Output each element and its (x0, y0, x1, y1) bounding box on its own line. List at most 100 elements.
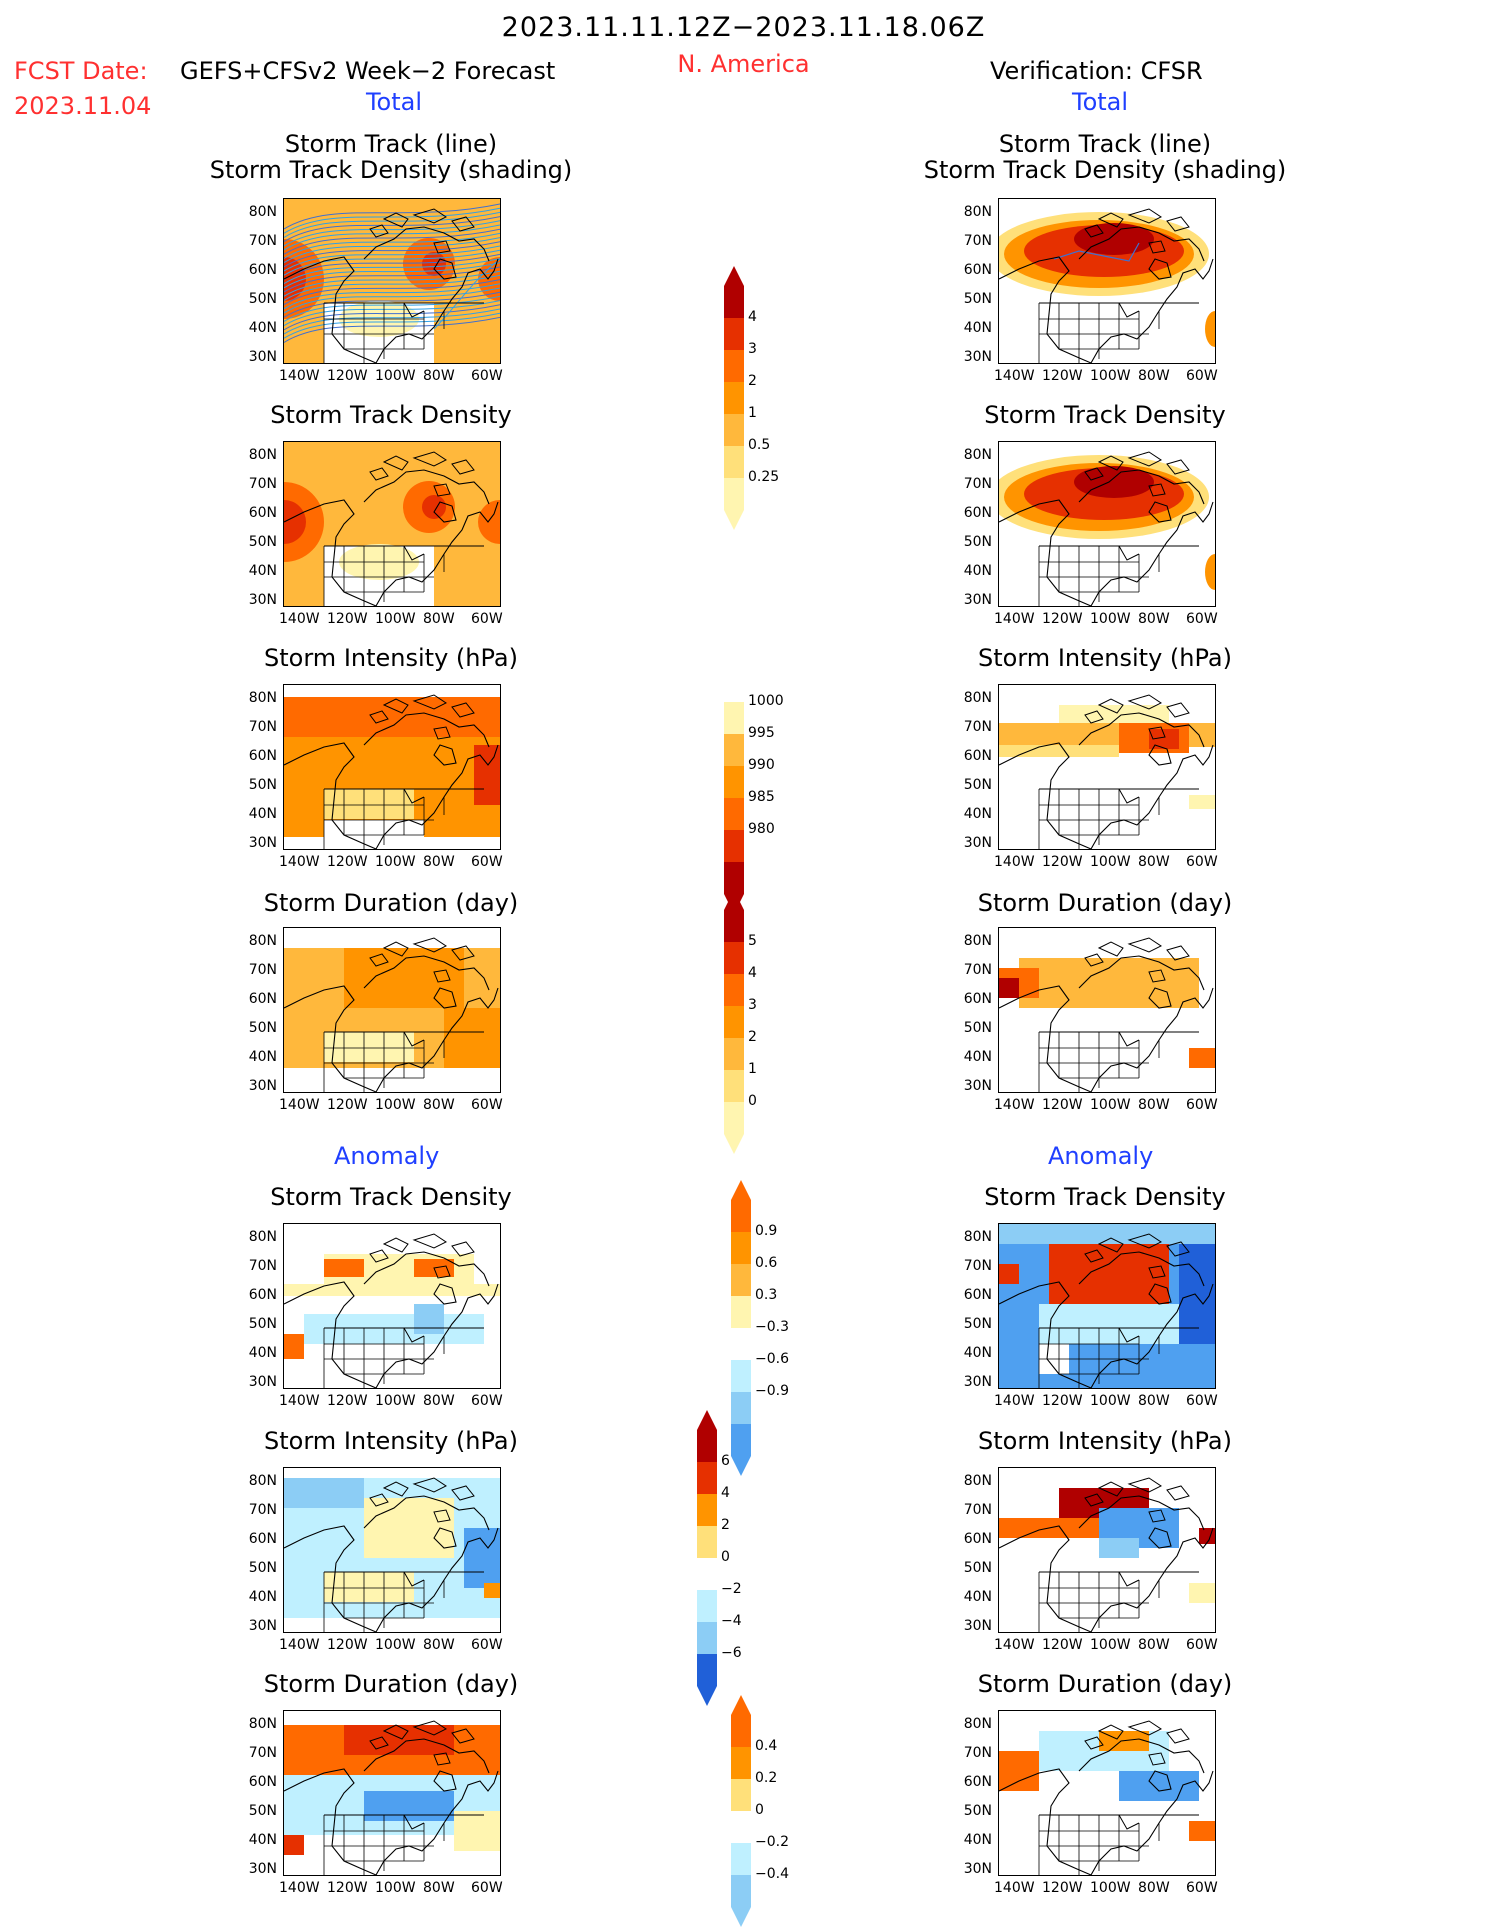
title-intensity-left: Storm Intensity (hPa) (264, 644, 518, 672)
fcst-label: FCST Date: (14, 57, 148, 85)
map-panel-aint-l (283, 1467, 501, 1633)
lon-label: 120W (327, 1880, 368, 1896)
colorbar-label: 4 (748, 965, 757, 981)
lat-label: 40N (963, 1049, 992, 1065)
colorbar-label: 3 (748, 341, 757, 357)
lat-label: 30N (963, 1618, 992, 1634)
lon-label: 80W (1138, 1637, 1170, 1653)
lon-label: 140W (994, 1880, 1035, 1896)
verification-label: Verification: CFSR (990, 57, 1203, 85)
lon-label: 120W (327, 368, 368, 384)
lon-label: 60W (1186, 854, 1218, 870)
lat-label: 60N (963, 991, 992, 1007)
title-anom-duration-left: Storm Duration (day) (263, 1670, 519, 1698)
lat-label: 50N (248, 1316, 277, 1332)
colorbar-intensity-total (724, 650, 744, 914)
lon-label: 100W (1090, 1637, 1131, 1653)
lat-label: 70N (963, 719, 992, 735)
colorbar-label: −0.4 (755, 1866, 789, 1882)
lat-label: 60N (963, 1287, 992, 1303)
lon-label: 60W (1186, 611, 1218, 627)
lat-label: 50N (248, 534, 277, 550)
lon-label: 60W (1186, 368, 1218, 384)
lat-label: 60N (248, 1287, 277, 1303)
lon-label: 140W (994, 1393, 1035, 1409)
map-panel-track-line (283, 198, 501, 364)
lat-label: 70N (963, 962, 992, 978)
lat-label: 30N (248, 1374, 277, 1390)
lat-label: 70N (963, 1502, 992, 1518)
title-duration-left: Storm Duration (day) (263, 889, 519, 917)
title-track-line-left: Storm Track (line) (284, 130, 498, 158)
colorbar-label: 4 (748, 309, 757, 325)
colorbar-label: −0.3 (755, 1319, 789, 1335)
lon-label: 80W (1138, 611, 1170, 627)
lat-label: 50N (963, 1020, 992, 1036)
map-panel-intensity-r (998, 684, 1216, 850)
colorbar-label: 995 (748, 725, 775, 741)
lat-label: 50N (248, 1560, 277, 1576)
lon-label: 140W (994, 1637, 1035, 1653)
lat-label: 50N (248, 777, 277, 793)
colorbar-label: 1 (748, 405, 757, 421)
lat-label: 80N (248, 1716, 277, 1732)
lon-label: 120W (1042, 1393, 1083, 1409)
map-panel-adur-l (283, 1710, 501, 1876)
map-panel-intensity-l (283, 684, 501, 850)
lat-label: 50N (248, 291, 277, 307)
lat-label: 40N (963, 806, 992, 822)
lon-label: 60W (471, 368, 503, 384)
lat-label: 50N (963, 777, 992, 793)
colorbar-label: 0.5 (748, 437, 771, 453)
lon-label: 100W (375, 611, 416, 627)
lat-label: 30N (248, 592, 277, 608)
lat-label: 30N (248, 835, 277, 851)
header-title: 2023.11.11.12Z−2023.11.18.06Z (501, 12, 986, 43)
colorbar-label: 990 (748, 757, 775, 773)
lon-label: 60W (471, 1637, 503, 1653)
lon-label: 100W (375, 1637, 416, 1653)
lat-label: 80N (963, 204, 992, 220)
lon-label: 80W (1138, 1880, 1170, 1896)
map-panel-density-r (998, 441, 1216, 607)
lat-label: 40N (248, 1345, 277, 1361)
colorbar-label: 2 (748, 1029, 757, 1045)
colorbar-label: −0.6 (755, 1351, 789, 1367)
colorbar-label: 0 (755, 1802, 764, 1818)
lon-label: 120W (327, 611, 368, 627)
lon-label: 140W (279, 854, 320, 870)
lat-label: 50N (963, 1803, 992, 1819)
colorbar-label: −0.9 (755, 1383, 789, 1399)
lon-label: 100W (1090, 1097, 1131, 1113)
section-anomaly-right: Anomaly (1048, 1142, 1154, 1170)
title-anom-density-right: Storm Track Density (984, 1183, 1226, 1211)
lat-label: 40N (248, 563, 277, 579)
lon-label: 100W (375, 368, 416, 384)
lat-label: 80N (248, 933, 277, 949)
lat-label: 60N (963, 505, 992, 521)
lat-label: 30N (963, 835, 992, 851)
lon-label: 100W (1090, 368, 1131, 384)
colorbar-duration-anom (731, 1695, 751, 1927)
lat-label: 80N (248, 1229, 277, 1245)
lon-label: 100W (1090, 1393, 1131, 1409)
lon-label: 60W (1186, 1393, 1218, 1409)
lat-label: 30N (248, 1078, 277, 1094)
lat-label: 60N (963, 262, 992, 278)
lat-label: 50N (963, 1560, 992, 1576)
lon-label: 80W (423, 611, 455, 627)
lat-label: 70N (248, 719, 277, 735)
lat-label: 80N (963, 1229, 992, 1245)
lon-label: 120W (1042, 1880, 1083, 1896)
lon-label: 100W (375, 1880, 416, 1896)
map-panel-adens-r (998, 1223, 1216, 1389)
lon-label: 140W (279, 368, 320, 384)
lon-label: 120W (327, 1097, 368, 1113)
lat-label: 80N (963, 690, 992, 706)
lat-label: 40N (963, 563, 992, 579)
map-panel-adur-r (998, 1710, 1216, 1876)
lon-label: 60W (471, 854, 503, 870)
lat-label: 40N (963, 1589, 992, 1605)
lat-label: 60N (963, 748, 992, 764)
lat-label: 80N (248, 447, 277, 463)
